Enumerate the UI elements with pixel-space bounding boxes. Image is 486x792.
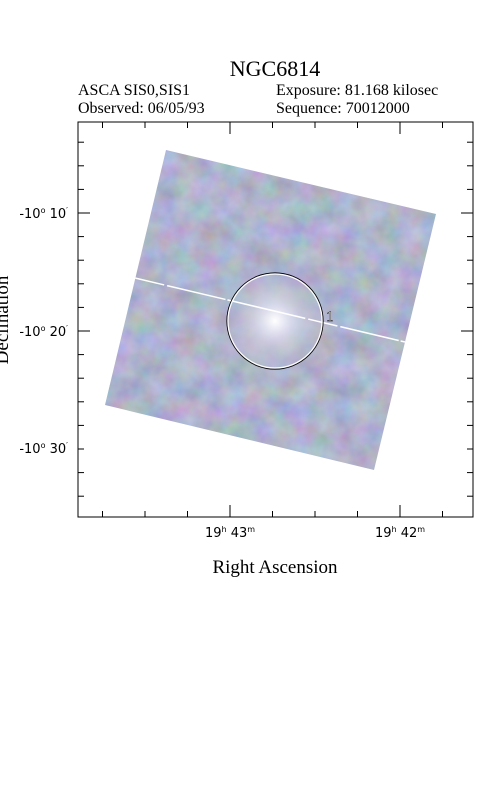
tick-unit: h [391,525,396,534]
tick-value: 19 [375,526,392,541]
info: Observed: 06/05/93 [78,100,205,117]
source-label: 1 [326,309,334,325]
info: ASCA SIS0,SIS1 [78,82,190,99]
source-region [227,273,323,369]
y-axis-label: Declination [0,275,13,364]
tick-value: 10 [45,207,66,222]
tick-value: -10 [19,325,40,340]
source-region-outline [226,272,324,370]
dec-tick-label: -10o 10′ [19,206,68,222]
frame [77,121,474,518]
info: Exposure: 81.168 kilosec [276,82,438,99]
tick-value: -10 [19,207,40,222]
sky-image [105,150,436,470]
tick-value: -10 [19,442,40,457]
tick-value: 20 [45,325,66,340]
tick-labels: -10o 10′-10o 20′-10o 30′19h 43m 19h 42m [19,206,425,541]
info: Sequence: 70012000 [276,100,410,117]
tick-value: 42 [397,526,418,541]
x-axis-label: Right Ascension [212,557,338,578]
tick-value: 30 [45,442,66,457]
tick-unit: o [41,324,46,333]
title: NGC6814 [230,56,320,81]
ra-tick-label: 19h 42m [375,525,425,541]
tick-unit: ′ [66,441,68,450]
ticks [78,122,473,517]
tick-value: 19 [205,526,222,541]
dec-tick-label: -10o 30′ [19,441,68,457]
tick-unit: ′ [66,324,68,333]
ra-tick-label: 19h 43m [205,525,255,541]
tick-value: 43 [227,526,248,541]
tick-unit: m [247,525,255,534]
tick-unit: m [417,525,425,534]
tick-unit: o [41,206,46,215]
tick-unit: o [41,441,46,450]
tick-unit: ′ [66,206,68,215]
tick-unit: h [221,525,226,534]
dec-tick-label: -10o 20′ [19,324,68,340]
